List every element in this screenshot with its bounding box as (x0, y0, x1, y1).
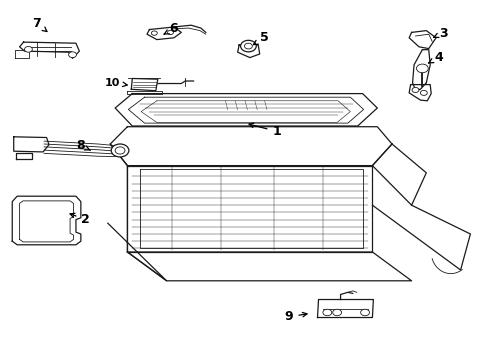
Circle shape (69, 52, 76, 58)
Text: 2: 2 (70, 213, 90, 226)
Polygon shape (20, 42, 79, 58)
Polygon shape (238, 45, 260, 58)
Polygon shape (16, 153, 32, 159)
Polygon shape (15, 50, 29, 58)
Polygon shape (131, 78, 158, 91)
Circle shape (361, 309, 369, 316)
Polygon shape (147, 27, 181, 40)
Text: 4: 4 (429, 51, 443, 64)
Circle shape (151, 31, 157, 35)
Circle shape (168, 30, 173, 35)
Text: 8: 8 (76, 139, 91, 152)
Circle shape (115, 147, 125, 154)
Polygon shape (14, 137, 49, 152)
Text: 6: 6 (164, 22, 178, 35)
Circle shape (416, 64, 428, 73)
Polygon shape (318, 300, 373, 318)
Polygon shape (127, 166, 372, 252)
Polygon shape (409, 85, 431, 101)
Polygon shape (372, 205, 470, 270)
Circle shape (111, 144, 129, 157)
Polygon shape (108, 144, 167, 281)
Polygon shape (372, 144, 426, 205)
Text: 5: 5 (253, 31, 269, 45)
Circle shape (323, 309, 332, 316)
Polygon shape (413, 50, 430, 90)
Circle shape (333, 309, 342, 316)
Circle shape (245, 43, 252, 49)
Polygon shape (409, 31, 436, 49)
Text: 9: 9 (285, 310, 307, 323)
Circle shape (24, 46, 32, 52)
Text: 3: 3 (434, 27, 448, 40)
Polygon shape (12, 196, 81, 245)
Polygon shape (127, 252, 412, 281)
Text: 1: 1 (249, 123, 281, 138)
Circle shape (241, 40, 256, 52)
Circle shape (412, 87, 419, 93)
Polygon shape (115, 94, 377, 126)
Circle shape (420, 90, 427, 95)
Polygon shape (110, 127, 392, 166)
Text: 10: 10 (105, 78, 127, 88)
Text: 7: 7 (32, 17, 47, 32)
